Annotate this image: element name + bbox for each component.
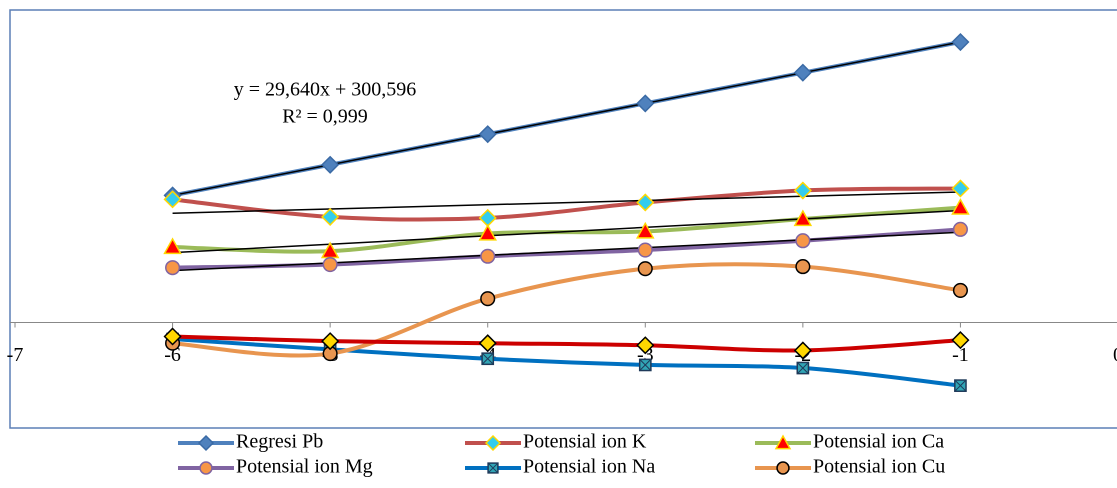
marker	[480, 291, 496, 307]
marker	[951, 179, 970, 198]
marker	[321, 207, 340, 226]
marker	[478, 125, 497, 144]
trendline	[172, 209, 961, 254]
marker	[793, 181, 812, 200]
marker	[636, 193, 655, 212]
marker	[951, 331, 970, 350]
x-tick-label: 0	[1113, 344, 1117, 366]
marker-cross	[797, 362, 809, 374]
marker	[774, 434, 792, 450]
trendline	[172, 191, 961, 215]
marker-cross	[482, 353, 493, 364]
marker	[952, 221, 968, 237]
marker	[795, 233, 811, 249]
marker	[163, 327, 182, 346]
trendline	[172, 231, 961, 272]
marker	[197, 434, 215, 452]
marker	[478, 334, 497, 353]
marker	[951, 32, 970, 52]
legend-label: Potensial ion K	[523, 431, 647, 453]
marker	[480, 248, 496, 264]
marker	[637, 242, 653, 258]
legend-label: Potensial ion Na	[523, 456, 655, 478]
series-line	[172, 337, 961, 388]
marker	[951, 198, 970, 215]
series-line	[172, 262, 961, 358]
plot-area	[9, 9, 1117, 429]
marker	[322, 256, 338, 273]
marker	[636, 336, 655, 355]
marker	[478, 223, 497, 241]
legend-label: Potensial ion Mg	[236, 456, 373, 478]
marker	[484, 434, 502, 452]
marker	[636, 94, 655, 113]
marker	[776, 461, 790, 475]
marker	[163, 190, 182, 209]
marker-cross	[955, 380, 966, 391]
x-tick-label: -6	[164, 344, 181, 366]
marker	[321, 155, 340, 174]
r-squared: R² = 0,999	[282, 106, 368, 128]
marker	[793, 341, 812, 360]
marker	[952, 282, 968, 298]
x-tick-label: -1	[952, 344, 969, 366]
equation: y = 29,640x + 300,596	[234, 79, 417, 101]
marker-cross	[488, 463, 498, 473]
marker	[165, 260, 181, 276]
marker-cross	[640, 359, 651, 371]
marker	[793, 63, 812, 82]
legend-label: Potensial ion Cu	[813, 456, 945, 478]
series-line	[172, 334, 961, 353]
x-tick-label: -7	[7, 344, 24, 366]
marker	[163, 237, 182, 255]
legend-label: Potensial ion Ca	[813, 431, 944, 453]
marker	[321, 332, 340, 351]
marker	[636, 221, 655, 239]
trendline	[172, 41, 961, 197]
legend-label: Regresi Pb	[236, 431, 323, 453]
series-line	[172, 186, 961, 222]
marker	[795, 259, 811, 275]
marker	[637, 261, 653, 277]
marker	[199, 461, 213, 475]
marker	[793, 209, 813, 227]
